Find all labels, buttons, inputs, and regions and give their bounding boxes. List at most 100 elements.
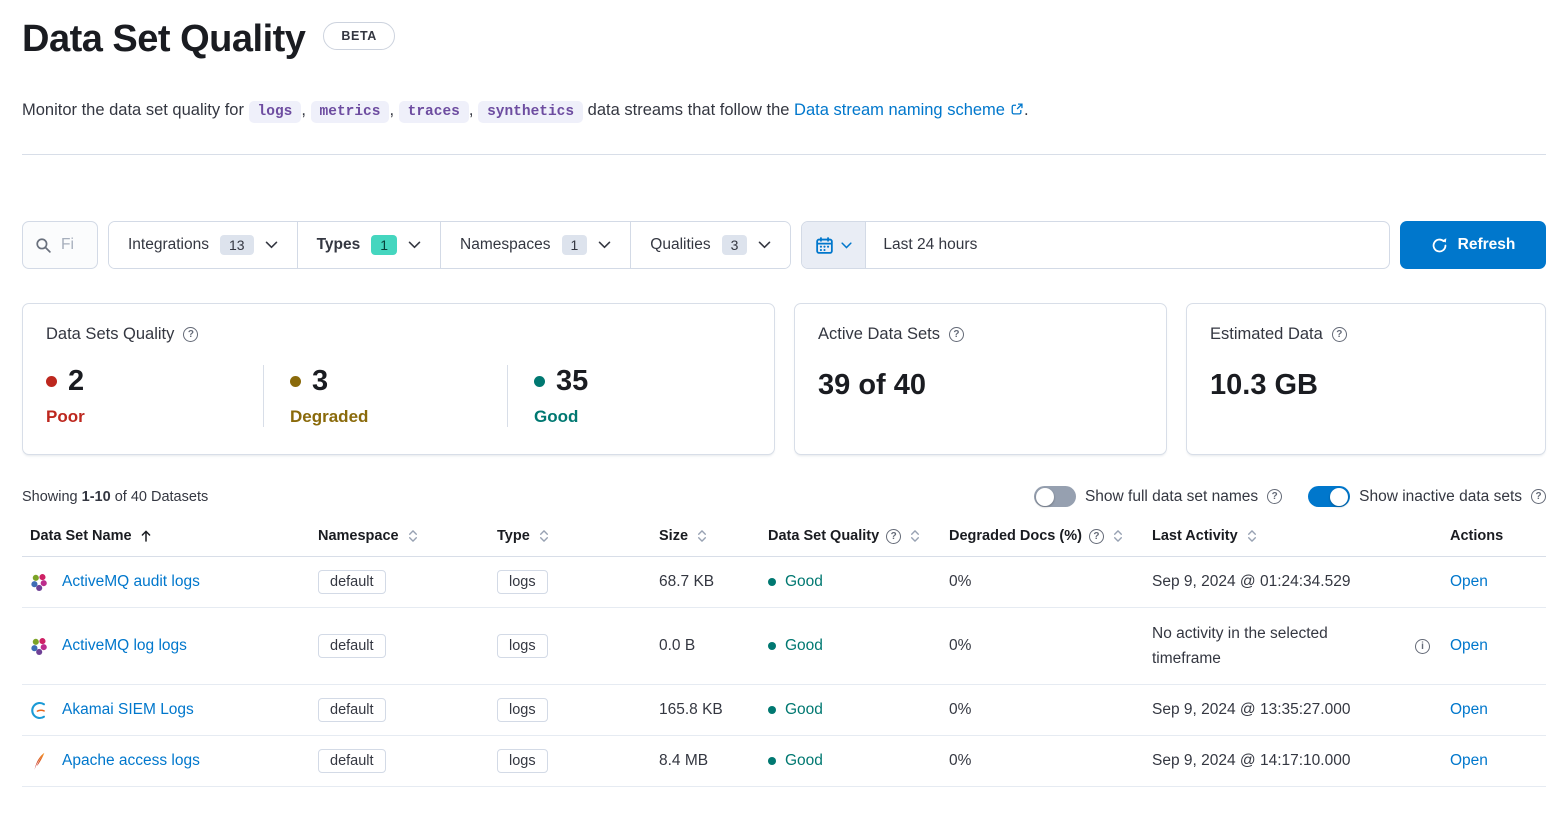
sortable-icon [1111,529,1125,543]
table-row: ActiveMQ audit logs default logs 68.7 KB… [22,557,1546,608]
beta-badge: BETA [323,22,395,50]
type-badge: logs [497,570,548,594]
namespace-badge: default [318,570,386,594]
open-action-link[interactable]: Open [1450,637,1488,654]
chevron-down-icon [598,241,611,249]
filter-qualities[interactable]: Qualities 3 [630,222,790,268]
open-action-link[interactable]: Open [1450,752,1488,769]
good-dot-icon [768,642,776,650]
filter-label: Namespaces [460,236,550,254]
sortable-icon [537,529,551,543]
filter-count-badge: 1 [371,235,397,255]
last-activity-value: Sep 9, 2024 @ 13:35:27.000 [1152,701,1350,718]
chevron-down-icon [758,241,771,249]
column-data-set-name[interactable]: Data Set Name [22,516,310,557]
stat-value-row: 35 [534,365,751,398]
column-data-set-quality[interactable]: Data Set Quality? [760,516,941,557]
column-namespace[interactable]: Namespace [310,516,489,557]
toggle-off-switch[interactable] [1034,486,1076,507]
time-range-value[interactable]: Last 24 hours [866,222,994,268]
external-link-icon [1010,102,1024,116]
dataset-link[interactable]: ActiveMQ audit logs [62,573,200,591]
degraded-label[interactable]: Degraded [290,407,507,427]
table-controls: Showing 1-10 of 40 Datasets Show full da… [22,486,1546,507]
column-degraded-docs[interactable]: Degraded Docs (%)? [941,516,1144,557]
filter-integrations[interactable]: Integrations 13 [109,222,297,268]
page-title: Data Set Quality [22,18,305,61]
card-title: Active Data Sets [818,325,940,344]
help-icon[interactable]: ? [949,327,964,342]
open-action-link[interactable]: Open [1450,701,1488,718]
header-divider [22,154,1546,155]
last-activity-value: Sep 9, 2024 @ 14:17:10.000 [1152,752,1350,769]
naming-scheme-link[interactable]: Data stream naming scheme [794,101,1024,119]
activemq-icon [30,637,49,656]
refresh-button[interactable]: Refresh [1400,221,1546,269]
size-value: 0.0 B [659,637,695,654]
calendar-icon [815,236,834,255]
card-title-row: Estimated Data ? [1210,325,1522,344]
code-badge-logs: logs [249,101,302,123]
help-icon[interactable]: ? [183,327,198,342]
date-picker-quick-menu[interactable] [802,222,866,268]
column-type[interactable]: Type [489,516,651,557]
filter-namespaces[interactable]: Namespaces 1 [440,222,630,268]
toggle-show-full-names[interactable]: Show full data set names ? [1034,486,1282,507]
card-title-row: Data Sets Quality ? [46,325,751,344]
estimated-data-card: Estimated Data ? 10.3 GB [1186,303,1546,455]
toggle-show-inactive[interactable]: Show inactive data sets ? [1308,486,1546,507]
toggle-on-switch[interactable] [1308,486,1350,507]
poor-dot-icon [46,376,57,387]
degraded-docs-value: 0% [949,637,971,654]
sort-asc-icon [139,529,153,543]
dataset-link[interactable]: Apache access logs [62,752,200,770]
filter-label: Types [317,236,361,254]
quality-stats: 2 Poor 3 Degraded 35 Good [46,365,751,427]
chevron-down-icon [408,241,421,249]
table-row: Akamai SIEM Logs default logs 165.8 KB G… [22,685,1546,736]
info-icon[interactable]: i [1415,639,1430,654]
filter-group: Integrations 13 Types 1 Namespaces 1 Qua… [108,221,791,269]
search-input[interactable] [61,236,91,254]
good-count: 35 [556,365,588,398]
column-last-activity[interactable]: Last Activity [1144,516,1442,557]
namespace-badge: default [318,749,386,773]
table-row: ActiveMQ log logs default logs 0.0 B Goo… [22,608,1546,685]
table-row: Apache access logs default logs 8.4 MB G… [22,736,1546,787]
help-icon[interactable]: ? [1531,489,1546,504]
open-action-link[interactable]: Open [1450,573,1488,590]
degraded-docs-value: 0% [949,752,971,769]
type-badge: logs [497,749,548,773]
help-icon[interactable]: ? [1332,327,1347,342]
search-box[interactable] [22,221,98,269]
help-icon[interactable]: ? [886,529,901,544]
refresh-icon [1431,237,1448,254]
code-badge-metrics: metrics [311,101,390,123]
comma: , [469,101,474,119]
poor-label[interactable]: Poor [46,407,263,427]
filter-count-badge: 13 [220,235,254,255]
active-data-sets-card: Active Data Sets ? 39 of 40 [794,303,1167,455]
dataset-link[interactable]: Akamai SIEM Logs [62,701,194,719]
dataset-link[interactable]: ActiveMQ log logs [62,637,187,655]
size-value: 165.8 KB [659,701,723,718]
akamai-icon [30,701,49,720]
card-title: Estimated Data [1210,325,1323,344]
page-description: Monitor the data set quality for logs, m… [22,95,1147,127]
degraded-dot-icon [290,376,301,387]
sortable-icon [406,529,420,543]
help-icon[interactable]: ? [1267,489,1282,504]
showing-range: 1-10 [82,489,111,505]
stat-degraded: 3 Degraded [263,365,507,427]
data-sets-quality-card: Data Sets Quality ? 2 Poor 3 Degraded 35… [22,303,775,455]
help-icon[interactable]: ? [1089,529,1104,544]
table-header-row: Data Set Name Namespace Type Size Data S… [22,516,1546,557]
good-label[interactable]: Good [534,407,751,427]
code-badge-synthetics: synthetics [478,101,583,123]
poor-count: 2 [68,365,84,398]
refresh-label: Refresh [1458,236,1516,254]
stat-good: 35 Good [507,365,751,427]
degraded-count: 3 [312,365,328,398]
filter-types[interactable]: Types 1 [297,222,440,268]
column-size[interactable]: Size [651,516,760,557]
